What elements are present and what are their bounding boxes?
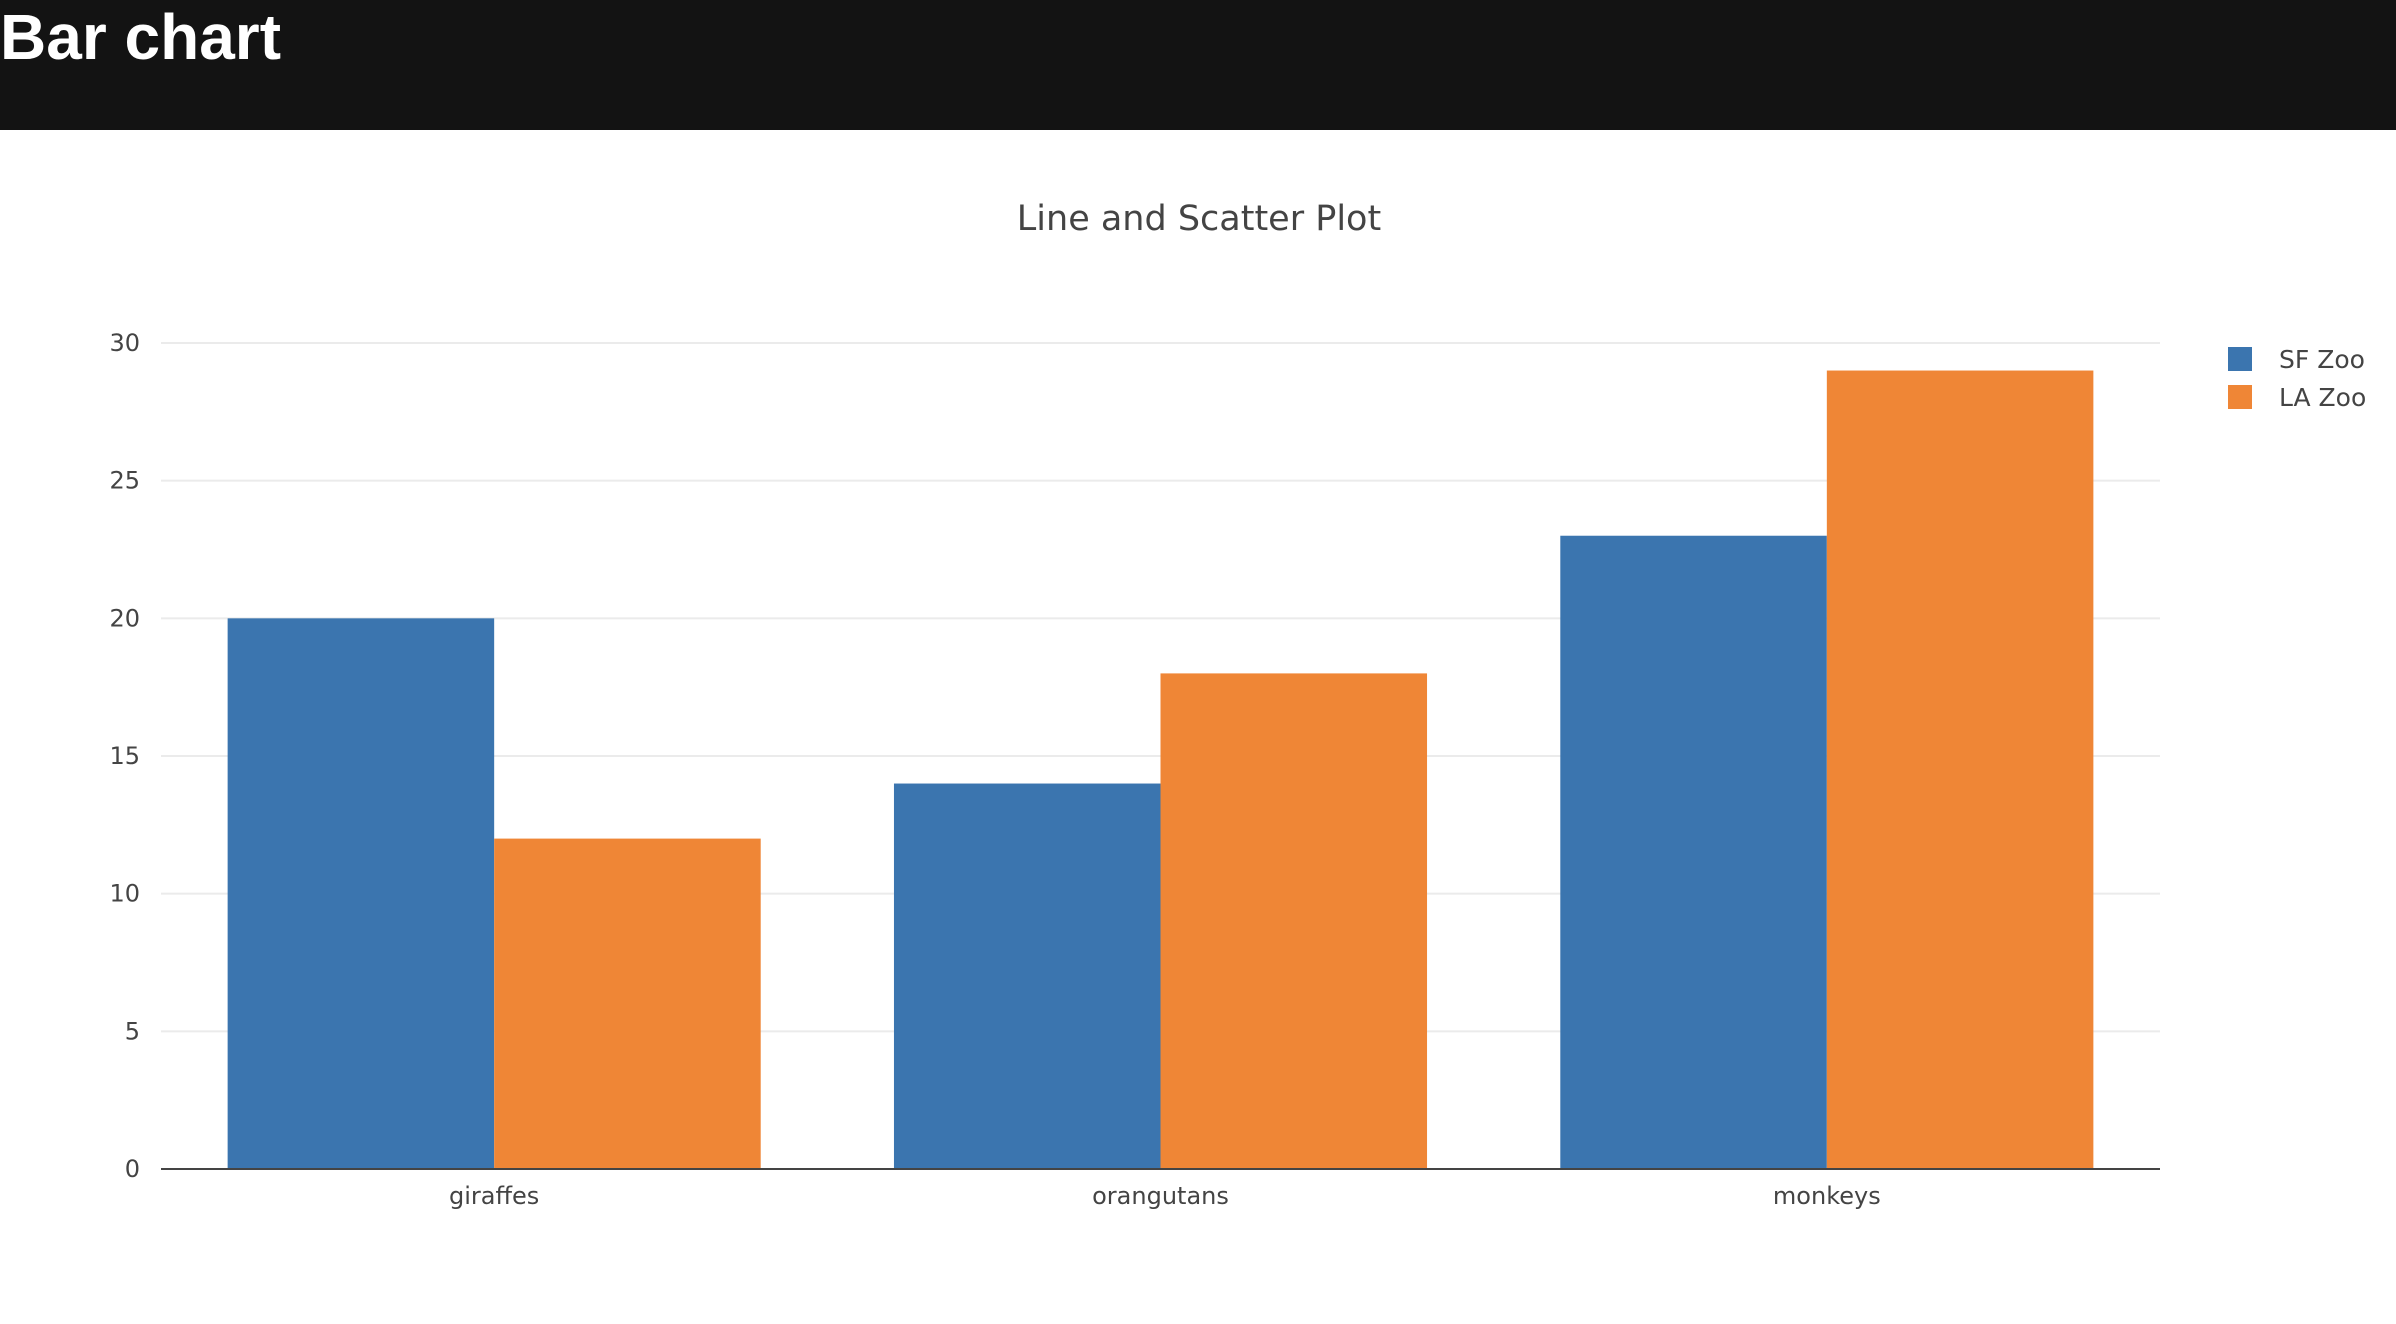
bar-sf-zoo-giraffes[interactable]	[227, 618, 495, 1169]
legend[interactable]: SF Zoo LA Zoo	[2228, 345, 2366, 412]
bar-la-zoo-giraffes[interactable]	[494, 838, 761, 1169]
x-tick-label: orangutans	[1092, 1182, 1229, 1210]
page-title: Bar chart	[0, 1, 281, 73]
bar-la-zoo-monkeys[interactable]	[1826, 370, 2094, 1169]
legend-label: SF Zoo	[2279, 345, 2365, 374]
bar-la-zoo-orangutans[interactable]	[1160, 673, 1428, 1169]
x-axis-ticks: giraffes orangutans monkeys	[449, 1182, 1881, 1210]
y-tick-label: 10	[109, 880, 140, 908]
chart-title: Line and Scatter Plot	[1017, 199, 1381, 239]
y-tick-label: 5	[125, 1017, 140, 1045]
y-tick-label: 30	[109, 329, 140, 357]
bars	[227, 370, 2094, 1169]
y-tick-label: 15	[109, 742, 140, 770]
legend-item-la-zoo[interactable]: LA Zoo	[2228, 383, 2366, 412]
legend-item-sf-zoo[interactable]: SF Zoo	[2228, 345, 2365, 374]
chart-container: 0 5 10 15 20 25 30 giraffes orangutans monkeys L…	[0, 130, 2396, 1324]
legend-label: LA Zoo	[2279, 383, 2366, 412]
bar-sf-zoo-orangutans[interactable]	[893, 783, 1161, 1169]
y-axis-ticks: 0 5 10 15 20 25 30	[109, 329, 140, 1183]
bar-sf-zoo-monkeys[interactable]	[1560, 535, 1827, 1169]
y-tick-label: 0	[125, 1155, 140, 1183]
y-tick-label: 25	[109, 467, 140, 495]
x-tick-label: giraffes	[449, 1182, 539, 1210]
legend-swatch	[2228, 347, 2252, 371]
x-tick-label: monkeys	[1773, 1182, 1881, 1210]
legend-swatch	[2228, 385, 2252, 409]
page-header: Bar chart	[0, 0, 2396, 130]
y-tick-label: 20	[109, 604, 140, 632]
bar-chart: 0 5 10 15 20 25 30 giraffes orangutans monkeys L…	[109, 199, 2366, 1210]
